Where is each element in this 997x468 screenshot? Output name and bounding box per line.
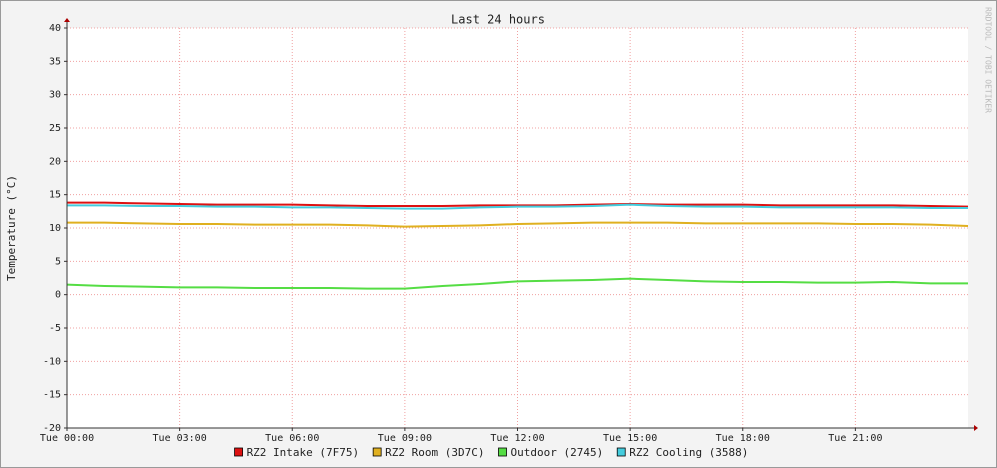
y-tick-label: -15 (43, 390, 61, 401)
x-tick-label: Tue 03:00 (153, 433, 207, 444)
y-tick-label: 15 (49, 190, 61, 201)
y-tick-label: 5 (55, 256, 61, 267)
x-axis-arrow (974, 425, 978, 431)
series-line (67, 201, 969, 208)
series-line (67, 221, 969, 228)
y-tick-label: -5 (49, 323, 61, 334)
x-tick-label: Tue 21:00 (828, 433, 882, 444)
legend-swatch (616, 447, 626, 457)
x-tick-label: Tue 06:00 (265, 433, 319, 444)
legend: RZ2 Intake (7F75) RZ2 Room (3D7C) Outdoor … (234, 446, 748, 459)
y-tick-label: 0 (55, 290, 61, 301)
series-line (67, 203, 968, 210)
chart-title: Last 24 hours (451, 13, 545, 27)
y-tick-label: -10 (43, 356, 61, 367)
legend-label: RZ2 Intake (7F75) (247, 446, 360, 459)
y-tick-label: 35 (49, 56, 61, 67)
y-tick-label: -20 (43, 423, 61, 434)
y-tick-label: 25 (49, 123, 61, 134)
x-tick-label: Tue 12:00 (490, 433, 544, 444)
legend-label: RZ2 Cooling (3588) (629, 446, 748, 459)
y-tick-label: 30 (49, 90, 61, 101)
y-axis-arrow (64, 18, 70, 22)
legend-label: Outdoor (2745) (511, 446, 604, 459)
y-axis-label: Temperature (°C) (5, 175, 18, 281)
legend-label: RZ2 Room (3D7C) (385, 446, 484, 459)
y-tick-label: 40 (49, 23, 61, 34)
legend-swatch (234, 447, 243, 457)
x-tick-label: Tue 09:00 (378, 433, 432, 444)
legend-swatch (498, 447, 507, 457)
series-line (66, 277, 968, 290)
x-tick-label: Tue 15:00 (603, 433, 657, 444)
watermark: RRDTOOL / TOBI OETIKER (984, 7, 993, 113)
x-tick-label: Tue 18:00 (716, 433, 770, 444)
y-tick-label: 20 (49, 156, 61, 167)
legend-swatch (372, 447, 382, 457)
x-tick-label: Tue 00:00 (40, 433, 94, 444)
y-tick-label: 10 (49, 223, 61, 234)
